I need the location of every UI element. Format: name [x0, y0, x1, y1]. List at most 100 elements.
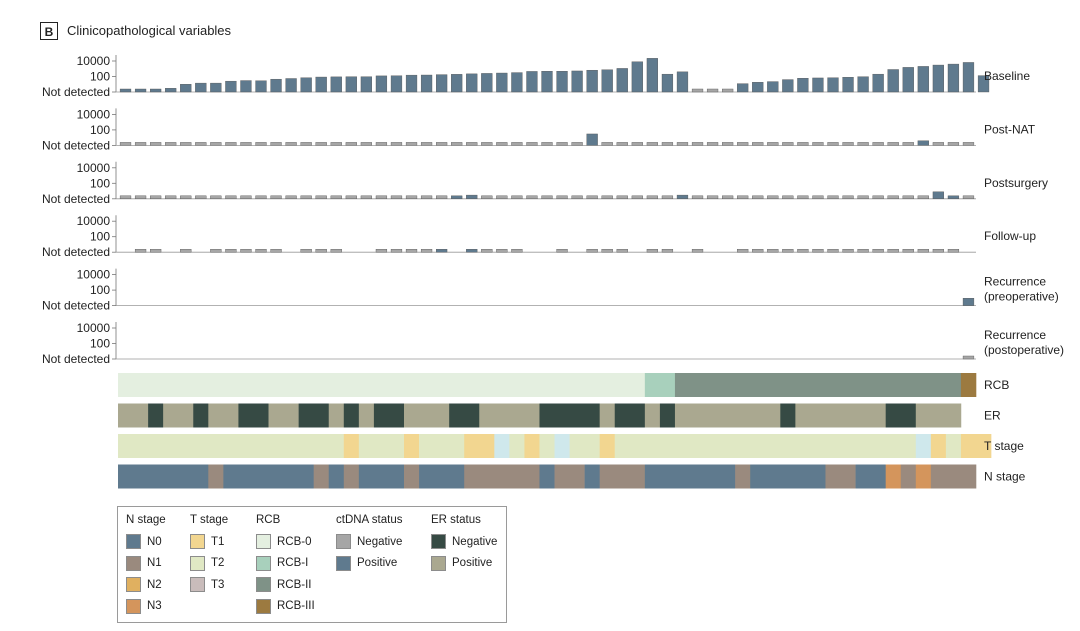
bar — [330, 142, 342, 146]
bar — [511, 72, 523, 93]
row-label: (postoperative) — [984, 343, 1064, 357]
annotation-segment — [644, 464, 736, 489]
bar — [917, 195, 929, 200]
bar — [737, 248, 749, 253]
bar — [345, 76, 357, 93]
bar — [390, 142, 403, 146]
bar — [330, 195, 342, 200]
legend-swatch — [431, 534, 446, 550]
legend-swatch — [336, 555, 351, 571]
legend-item-label: RCB-I — [277, 557, 309, 570]
bar — [616, 195, 628, 200]
legend-swatch — [126, 598, 141, 614]
bar — [119, 195, 132, 200]
bar — [360, 195, 372, 200]
bar — [300, 142, 312, 146]
annotation-segment — [118, 434, 345, 458]
annotation-segment — [118, 403, 149, 428]
bar — [285, 142, 297, 146]
bar — [601, 195, 613, 200]
bar — [420, 74, 433, 93]
y-tick-label: 10000 — [77, 214, 111, 228]
annotation-segment — [780, 403, 796, 428]
bar — [436, 248, 448, 253]
bar — [767, 81, 779, 93]
bar — [466, 194, 478, 199]
annotation-segment — [915, 403, 962, 428]
y-tick-label: 10000 — [77, 161, 111, 175]
legend-swatch — [256, 577, 271, 593]
bar — [857, 248, 869, 253]
bar — [134, 142, 147, 146]
annotation-segment — [449, 403, 480, 428]
annotation-segment — [915, 464, 932, 489]
legend-group: RCB RCB-0 RCB-I RCB-II RCB-III — [256, 513, 315, 617]
bar — [195, 142, 207, 146]
bar — [842, 248, 854, 253]
annotation-segment — [328, 403, 345, 428]
bar — [962, 142, 975, 146]
legend-group: ER status Negative Positive — [431, 513, 497, 574]
bar — [586, 195, 598, 200]
bar — [902, 195, 914, 200]
y-tick-label: 100 — [90, 230, 110, 244]
annotation-segment — [404, 434, 420, 458]
bar — [345, 142, 357, 146]
bar — [255, 80, 267, 93]
bar — [586, 248, 598, 253]
bar — [676, 142, 689, 146]
bar — [556, 142, 568, 146]
annotation-segment — [419, 434, 465, 458]
bar — [451, 195, 463, 200]
bar — [496, 142, 508, 146]
bar — [842, 195, 854, 200]
legend-item: N1 — [126, 553, 166, 575]
figure-title: Clinicopathological variables — [67, 23, 232, 38]
bar — [812, 142, 824, 146]
annotation-segment — [268, 403, 299, 428]
legend-swatch — [336, 534, 351, 550]
bar — [240, 80, 252, 93]
bar — [827, 248, 839, 253]
legend-item-label: Negative — [452, 535, 498, 548]
legend-item-label: Negative — [357, 535, 403, 548]
bar — [827, 77, 839, 93]
annotation-segment — [343, 403, 360, 428]
legend-group: T stage T1 T2 T3 — [190, 513, 228, 596]
annotation-segment — [855, 464, 886, 489]
annotation-segment — [464, 464, 540, 489]
legend-item-label: Positive — [452, 557, 493, 570]
bar — [496, 195, 508, 200]
annotation-segment — [494, 434, 510, 458]
annotation-segment — [960, 434, 992, 458]
annotation-segment — [419, 464, 465, 489]
y-tick-label: Not detected — [42, 352, 110, 366]
bar — [360, 142, 372, 146]
bar — [827, 195, 839, 200]
bar — [375, 248, 388, 253]
bar — [240, 195, 252, 200]
bar — [962, 62, 975, 93]
bar — [691, 248, 704, 253]
bar — [360, 76, 372, 93]
bar — [134, 88, 147, 93]
bar — [797, 142, 809, 146]
bar — [601, 69, 613, 93]
y-tick-label: 10000 — [77, 268, 111, 282]
bar — [872, 248, 884, 253]
bar — [255, 248, 267, 253]
bar — [902, 248, 914, 253]
bar — [947, 195, 960, 200]
bar — [466, 73, 478, 93]
bar — [330, 76, 342, 93]
bar — [180, 248, 192, 253]
bar — [210, 82, 222, 93]
legend-group: N stage N0 N1 N2 N3 — [126, 513, 166, 617]
bar — [390, 248, 403, 253]
bar — [887, 195, 899, 200]
bar — [165, 195, 177, 200]
bar — [947, 142, 960, 146]
bar — [270, 248, 282, 253]
bar — [180, 195, 192, 200]
bar — [375, 75, 388, 93]
